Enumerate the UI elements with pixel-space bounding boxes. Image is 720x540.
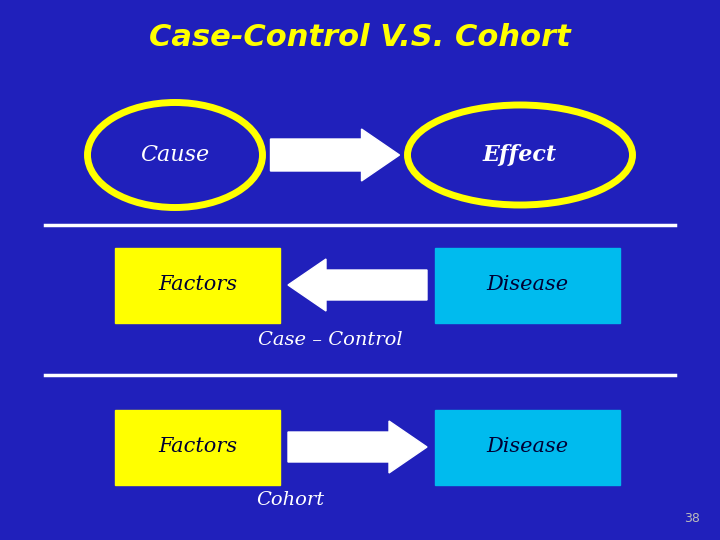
FancyBboxPatch shape — [115, 409, 280, 484]
FancyBboxPatch shape — [435, 247, 620, 322]
Text: Case-Control V.S. Cohort: Case-Control V.S. Cohort — [149, 24, 571, 52]
FancyArrow shape — [288, 421, 427, 473]
FancyBboxPatch shape — [115, 247, 280, 322]
FancyBboxPatch shape — [435, 409, 620, 484]
FancyArrow shape — [271, 129, 400, 181]
Ellipse shape — [408, 105, 632, 205]
Text: Factors: Factors — [158, 275, 237, 294]
Text: Cause: Cause — [140, 144, 210, 166]
Text: Effect: Effect — [483, 144, 557, 166]
Ellipse shape — [88, 103, 263, 207]
Text: Cohort: Cohort — [256, 491, 324, 509]
Text: Disease: Disease — [487, 437, 569, 456]
FancyArrow shape — [288, 259, 427, 311]
Text: Disease: Disease — [487, 275, 569, 294]
Text: Factors: Factors — [158, 437, 237, 456]
Text: Case – Control: Case – Control — [258, 331, 402, 349]
Text: 38: 38 — [684, 512, 700, 525]
